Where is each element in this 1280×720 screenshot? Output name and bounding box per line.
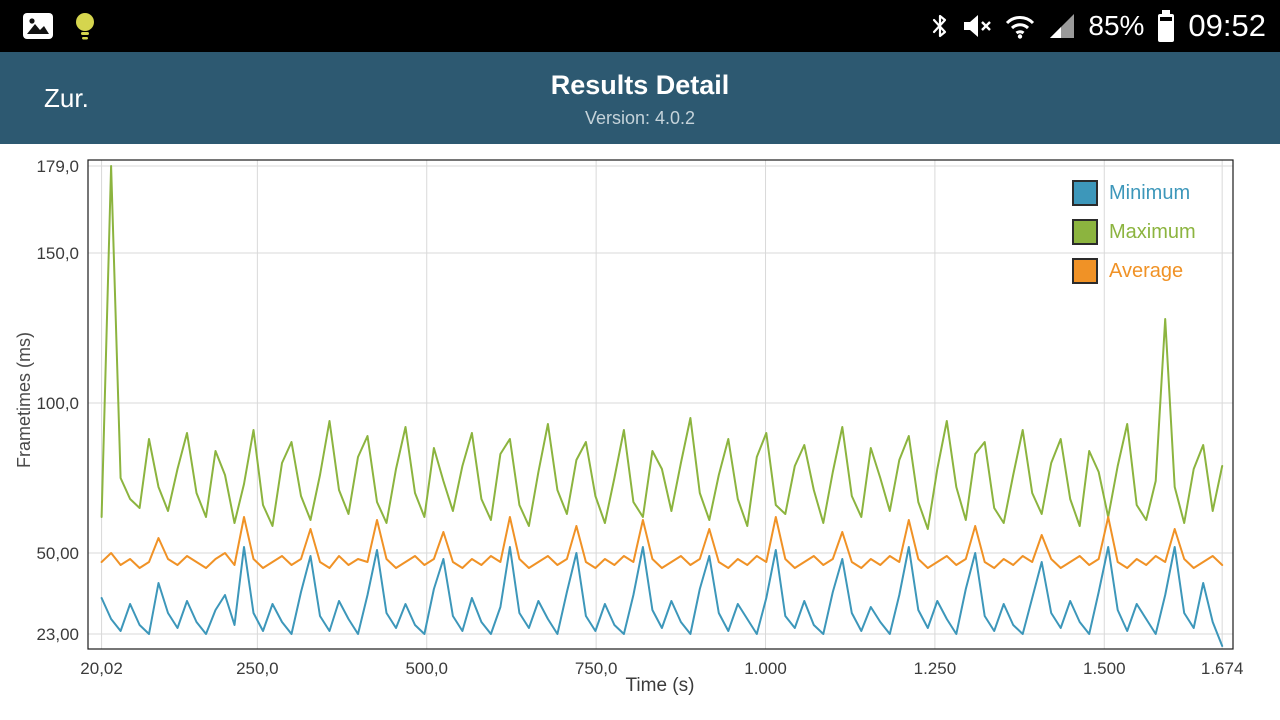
app-header: Zur. Results Detail Version: 4.0.2 xyxy=(0,52,1280,144)
average-swatch xyxy=(1072,258,1098,284)
svg-text:1.250: 1.250 xyxy=(914,659,957,678)
header-titles: Results Detail Version: 4.0.2 xyxy=(0,70,1280,129)
gallery-icon xyxy=(23,13,53,39)
battery-percent: 85% xyxy=(1088,10,1145,41)
svg-text:100,0: 100,0 xyxy=(36,394,79,413)
svg-text:1.000: 1.000 xyxy=(744,659,787,678)
minimum-swatch xyxy=(1072,180,1098,206)
x-axis-title: Time (s) xyxy=(625,675,695,696)
chart-area: 179,0 150,0 100,0 50,00 23,00 20,02 250,0 500,0… xyxy=(0,144,1280,720)
clock: 09:52 xyxy=(1188,8,1266,43)
svg-text:750,0: 750,0 xyxy=(575,659,618,678)
version-label: Version: 4.0.2 xyxy=(584,108,696,128)
legend-item-maximum: Maximum xyxy=(1072,219,1196,245)
battery-icon xyxy=(1158,10,1175,42)
svg-text:20,02: 20,02 xyxy=(80,659,123,678)
status-bar: 85% 09:52 xyxy=(0,0,1280,52)
svg-text:179,0: 179,0 xyxy=(36,157,79,176)
y-axis-title: Frametimes (ms) xyxy=(14,332,34,468)
back-button[interactable]: Zur. xyxy=(44,83,89,113)
cell-signal-icon xyxy=(1050,14,1075,38)
svg-text:23,00: 23,00 xyxy=(36,625,79,644)
maximum-swatch xyxy=(1072,219,1098,245)
status-bar-left xyxy=(0,10,98,42)
average-legend-label: Average xyxy=(1109,259,1184,282)
flashlight-icon xyxy=(76,13,94,40)
svg-text:250,0: 250,0 xyxy=(236,659,279,678)
chart-legend: Minimum Maximum Average xyxy=(1072,180,1196,284)
page-title: Results Detail xyxy=(550,70,730,100)
bluetooth-icon xyxy=(933,14,947,38)
wifi-icon xyxy=(1006,15,1035,39)
svg-text:150,0: 150,0 xyxy=(36,244,79,263)
minimum-legend-label: Minimum xyxy=(1109,181,1191,204)
vibrate-mute-icon xyxy=(964,15,992,37)
legend-item-minimum: Minimum xyxy=(1072,180,1196,206)
svg-text:50,00: 50,00 xyxy=(36,544,79,563)
legend-item-average: Average xyxy=(1072,258,1196,284)
svg-text:500,0: 500,0 xyxy=(405,659,448,678)
status-bar-right: 85% 09:52 xyxy=(930,8,1280,44)
maximum-legend-label: Maximum xyxy=(1109,220,1196,243)
svg-text:1.500: 1.500 xyxy=(1083,659,1126,678)
svg-text:1.674: 1.674 xyxy=(1201,659,1244,678)
